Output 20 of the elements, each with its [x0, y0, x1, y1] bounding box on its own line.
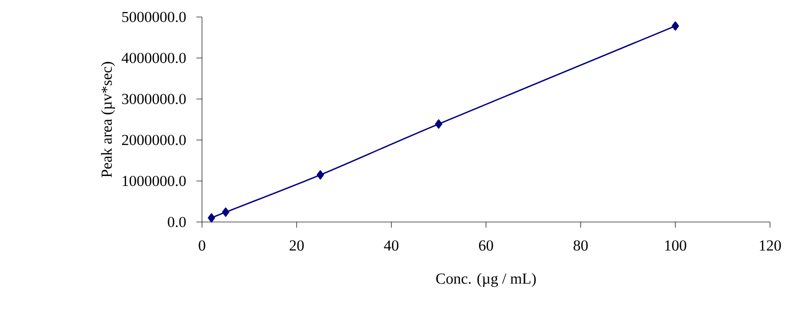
x-tick-label: 20 [290, 240, 304, 251]
y-tick-label: 5000000.0 [122, 12, 186, 22]
y-tick-label: 3000000.0 [122, 94, 186, 104]
y-axis-title: Peak area (µv*sec) [101, 62, 115, 178]
x-tick-label: 40 [384, 240, 398, 251]
point [316, 170, 324, 180]
point [435, 119, 442, 129]
x-tick-label: 80 [574, 240, 588, 251]
x-axis-title: Conc. (µg / mL) [436, 273, 536, 287]
x-tick-label: 0 [198, 240, 206, 251]
point [208, 213, 216, 223]
y-tick-label: 4000000.0 [122, 52, 186, 64]
point [222, 208, 230, 217]
y-tick-label: 2000000.0 [122, 134, 186, 146]
point [672, 21, 679, 31]
x-tick-label: 60 [479, 240, 494, 251]
x-tick-label: 100 [665, 240, 686, 251]
y-tick-label: 0.0 [168, 216, 186, 228]
x-tick-label: 120 [760, 240, 781, 251]
y-tick-label: 1000000.0 [122, 176, 186, 186]
